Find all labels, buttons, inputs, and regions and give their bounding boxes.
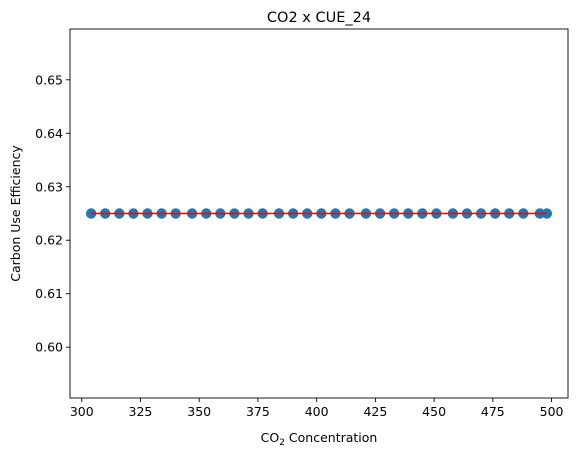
x-tick-label: 325 bbox=[129, 404, 153, 419]
y-axis-label: Carbon Use Efficiency bbox=[8, 145, 23, 282]
data-marks bbox=[85, 208, 553, 219]
x-tick-label: 425 bbox=[363, 404, 387, 419]
y-tick-label: 0.65 bbox=[35, 72, 63, 87]
x-tick-label: 475 bbox=[481, 404, 505, 419]
plot-frame bbox=[69, 28, 569, 399]
x-tick-label: 375 bbox=[246, 404, 270, 419]
x-axis-label-rest: Concentration bbox=[285, 430, 377, 445]
x-axis-label-subscript: 2 bbox=[279, 438, 285, 448]
x-axis-label-main: CO bbox=[261, 430, 280, 445]
y-tick-label: 0.61 bbox=[35, 286, 63, 301]
x-tick-label: 450 bbox=[422, 404, 446, 419]
x-tick-label: 350 bbox=[187, 404, 211, 419]
x-axis: 300 325 350 375 400 425 450 475 500 bbox=[70, 398, 564, 419]
y-axis: 0.60 0.61 0.62 0.63 0.64 0.65 bbox=[35, 72, 70, 355]
x-tick-label: 400 bbox=[305, 404, 329, 419]
y-tick-label: 0.64 bbox=[35, 126, 63, 141]
chart-title: CO2 x CUE_24 bbox=[267, 10, 371, 26]
y-tick-label: 0.63 bbox=[35, 179, 63, 194]
x-tick-label: 500 bbox=[540, 404, 564, 419]
y-tick-label: 0.60 bbox=[35, 340, 63, 355]
x-tick-label: 300 bbox=[70, 404, 94, 419]
x-axis-label: CO2 Concentration bbox=[261, 430, 378, 448]
y-tick-label: 0.62 bbox=[35, 233, 63, 248]
